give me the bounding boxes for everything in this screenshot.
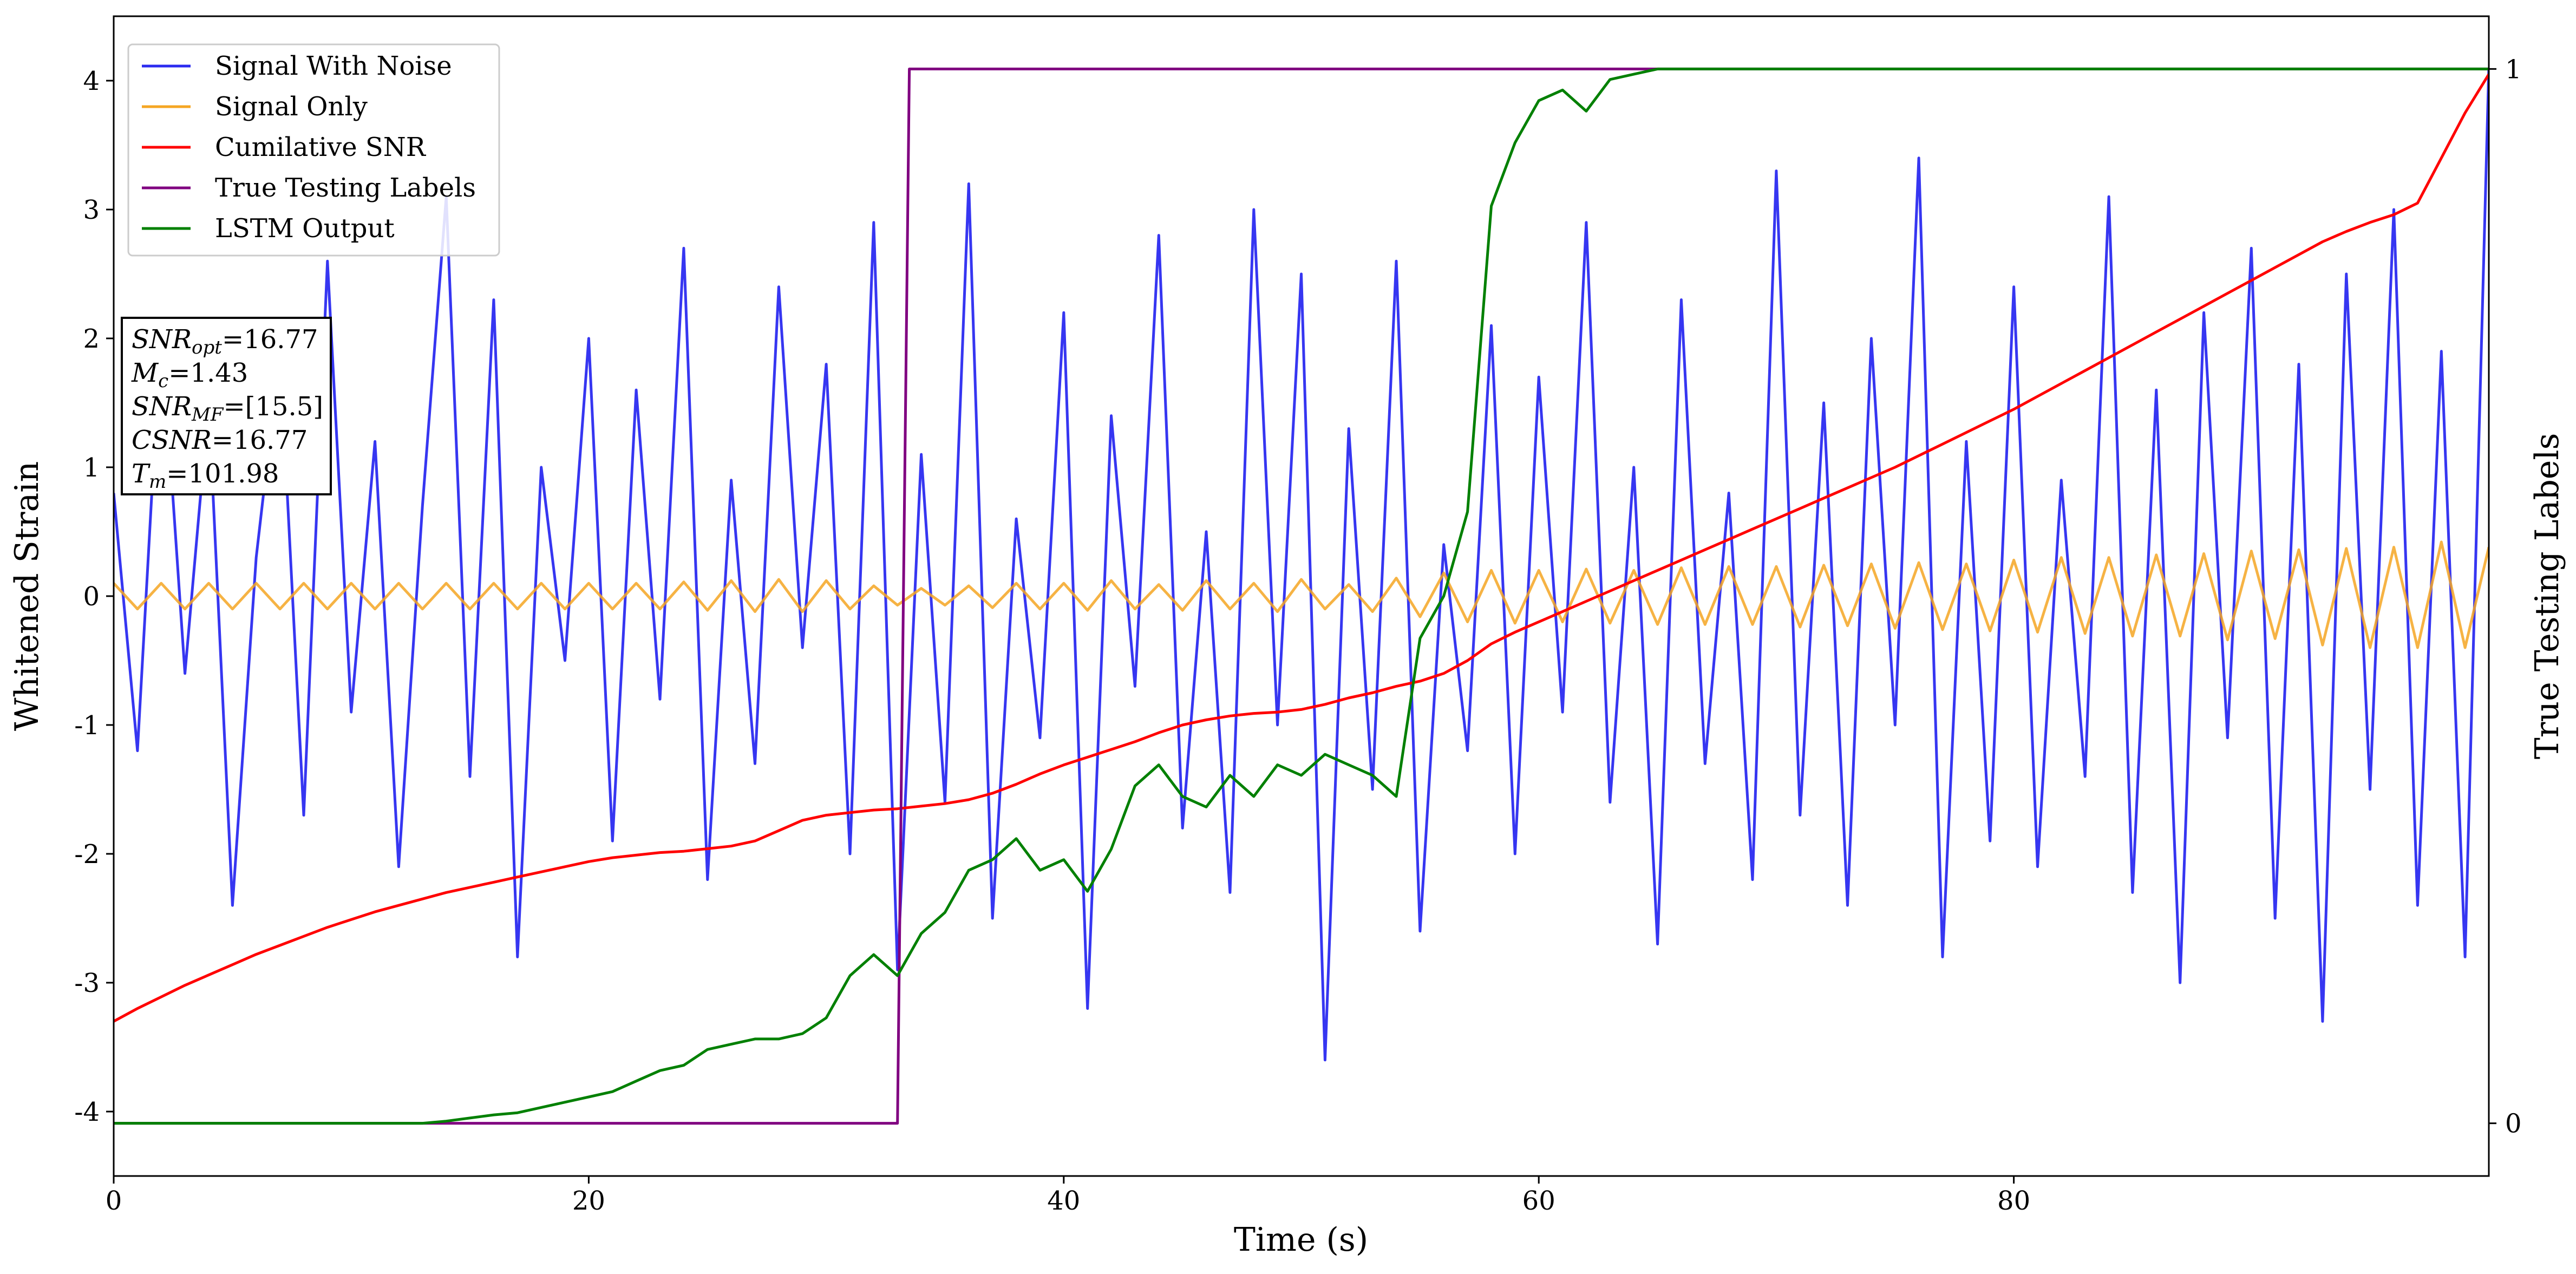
- y2-axis-label: True Testing Labels: [2528, 433, 2566, 760]
- annotation-subscript: MF: [191, 404, 224, 426]
- annotation-text: SNRopt=16.77: [132, 324, 318, 358]
- x-tick-label: 40: [1047, 1186, 1080, 1216]
- y-tick-label: -4: [74, 1097, 100, 1127]
- legend-label: True Testing Labels: [215, 173, 476, 203]
- series-line: [114, 73, 2489, 1023]
- annotation-symbol: SNR: [132, 324, 192, 355]
- legend-label: Signal Only: [215, 92, 368, 122]
- legend-box: [127, 43, 500, 257]
- x-axis-label: Time (s): [1234, 1221, 1368, 1259]
- annotation-text: CSNR=16.77: [132, 425, 308, 455]
- x-tick-label: 60: [1522, 1186, 1555, 1216]
- annotation-symbol: CSNR: [132, 425, 212, 455]
- x-tick-label: 20: [572, 1186, 605, 1216]
- annotation-symbol: M: [131, 358, 159, 388]
- y2-tick-label: 1: [2505, 54, 2522, 84]
- annotation-subscript: opt: [192, 337, 222, 358]
- y-tick-label: 2: [83, 324, 100, 354]
- series-line: [114, 67, 2489, 1125]
- legend-label: Cumilative SNR: [215, 132, 427, 162]
- annotation-subscript: m: [149, 471, 166, 493]
- y-tick-label: 1: [83, 453, 100, 483]
- plot-area: [114, 67, 2489, 1125]
- legend-label: LSTM Output: [215, 213, 395, 244]
- annotation-box: [121, 317, 332, 495]
- y2-tick-label: 0: [2505, 1109, 2522, 1139]
- annotation-value: =16.77: [212, 425, 308, 455]
- y-tick-label: -2: [74, 839, 100, 870]
- annotation-value: =[15.5]: [223, 391, 323, 422]
- annotation-text: Mc=1.43: [131, 358, 248, 392]
- annotation-text: SNRMF=[15.5]: [132, 391, 323, 426]
- annotation-symbol: SNR: [132, 391, 192, 422]
- y-axis-label: Whitened Strain: [8, 461, 46, 731]
- annotation-subscript: c: [158, 370, 168, 392]
- y-tick-label: 4: [83, 66, 100, 96]
- legend-label: Signal With Noise: [215, 51, 452, 81]
- y-tick-label: 0: [83, 582, 100, 612]
- series-line: [114, 540, 2489, 649]
- annotation-text: Tm=101.98: [132, 459, 279, 493]
- annotation-symbol: T: [132, 459, 151, 489]
- series-line: [114, 68, 2489, 1062]
- y-tick-label: -3: [74, 968, 100, 998]
- annotation-value: =101.98: [166, 459, 279, 489]
- annotation-value: =16.77: [222, 324, 318, 355]
- y-tick-label: -1: [74, 710, 100, 741]
- y-tick-label: 3: [83, 195, 100, 225]
- annotation-value: =1.43: [168, 358, 248, 388]
- x-tick-label: 80: [1997, 1186, 2030, 1216]
- x-tick-label: 0: [106, 1186, 122, 1216]
